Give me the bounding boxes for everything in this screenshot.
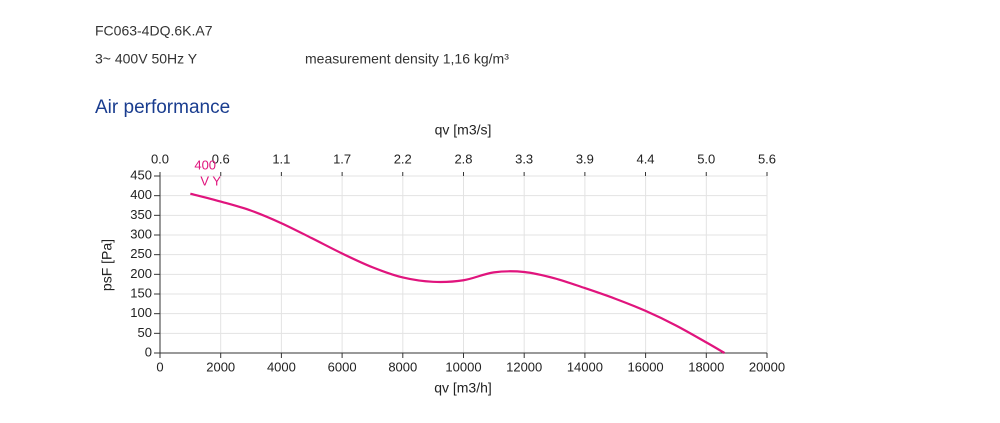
y-tick-label: 250 [130, 246, 152, 261]
x-tick-label: 2000 [206, 359, 235, 374]
y-tick-label: 200 [130, 266, 152, 281]
y-tick-label: 50 [138, 325, 152, 340]
x2-tick-label: 5.6 [758, 151, 776, 166]
curve [190, 192, 726, 354]
curve-label: 400 [194, 157, 216, 172]
y-tick-label: 100 [130, 305, 152, 320]
x-tick-label: 18000 [688, 359, 724, 374]
curve-label: V Y [200, 173, 221, 188]
x2-tick-label: 0.0 [151, 151, 169, 166]
x2-tick-label: 1.1 [272, 151, 290, 166]
density: measurement density 1,16 kg/m³ [305, 51, 509, 67]
y-label: psF [Pa] [99, 239, 115, 291]
x2-tick-label: 3.3 [515, 151, 533, 166]
x-tick-label: 8000 [388, 359, 417, 374]
x-tick-label: 12000 [506, 359, 542, 374]
x2-tick-label: 5.0 [697, 151, 715, 166]
x2-tick-label: 1.7 [333, 151, 351, 166]
supply: 3~ 400V 50Hz Y [95, 51, 198, 67]
x2-tick-label: 3.9 [576, 151, 594, 166]
x-tick-label: 4000 [267, 359, 296, 374]
x2-tick-label: 2.2 [394, 151, 412, 166]
y-tick-label: 300 [130, 226, 152, 241]
x2-label: qv [m3/s] [435, 122, 492, 138]
section-title: Air performance [95, 97, 230, 118]
x-tick-label: 0 [156, 359, 163, 374]
y-tick-label: 150 [130, 285, 152, 300]
y-tick-label: 0 [145, 344, 152, 359]
y-tick-label: 400 [130, 187, 152, 202]
x-tick-label: 14000 [567, 359, 603, 374]
y-tick-label: 350 [130, 207, 152, 222]
x-label: qv [m3/h] [434, 380, 492, 396]
x-tick-label: 16000 [628, 359, 664, 374]
x2-tick-label: 4.4 [636, 151, 654, 166]
x2-tick-label: 2.8 [454, 151, 472, 166]
x-tick-label: 10000 [445, 359, 481, 374]
y-tick-label: 450 [130, 167, 152, 182]
x-tick-label: 20000 [749, 359, 785, 374]
x2-tick-label: 0.6 [212, 151, 230, 166]
model: FC063-4DQ.6K.A7 [95, 23, 213, 39]
x-tick-label: 6000 [328, 359, 357, 374]
